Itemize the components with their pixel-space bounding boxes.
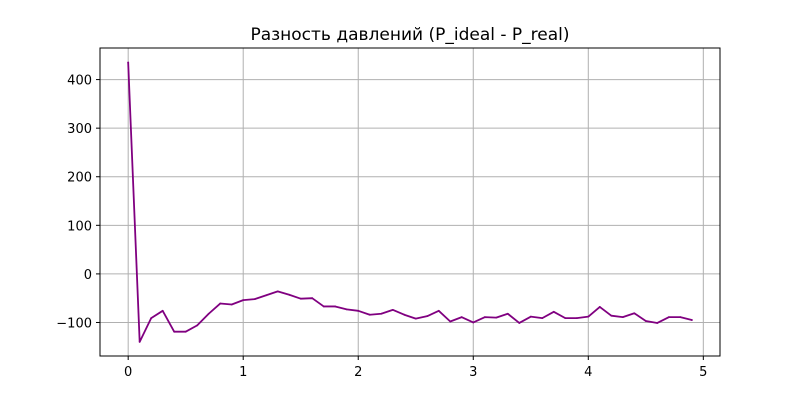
- data-point: [138, 341, 141, 343]
- data-point: [621, 316, 624, 319]
- data-point: [253, 298, 256, 301]
- x-tick-label: 3: [469, 365, 477, 380]
- data-point: [334, 305, 337, 308]
- data-point: [150, 317, 153, 320]
- y-tick-label: 400: [67, 74, 92, 89]
- data-point: [472, 321, 475, 324]
- data-point: [598, 306, 601, 308]
- y-tick-label: 0: [84, 268, 92, 283]
- x-tick-label: 0: [124, 365, 132, 380]
- data-point: [449, 320, 452, 323]
- x-tick-label: 5: [699, 365, 707, 380]
- x-axis: 0 1 2 3 4 5: [124, 356, 707, 380]
- y-tick-label: −100: [56, 316, 92, 331]
- data-point: [265, 294, 268, 297]
- data-point: [207, 312, 210, 315]
- y-tick-label: 100: [67, 219, 92, 234]
- plot-frame: [99, 47, 721, 357]
- data-point: [322, 305, 325, 308]
- data-point: [667, 316, 670, 319]
- data-point: [426, 315, 429, 318]
- y-tick-label: 300: [67, 122, 92, 137]
- data-point: [403, 313, 406, 316]
- series-line: [127, 61, 693, 343]
- chart-title: Разность давлений (P_ideal - P_real): [250, 25, 569, 45]
- data-point: [219, 302, 222, 305]
- data-point: [483, 316, 486, 319]
- data-point: [276, 290, 279, 293]
- data-point: [633, 312, 636, 315]
- data-point: [679, 316, 682, 319]
- data-point: [690, 319, 693, 321]
- data-point: [196, 324, 199, 327]
- x-tick-label: 4: [584, 365, 592, 380]
- data-point: [656, 322, 659, 324]
- data-point: [529, 315, 532, 318]
- data-point: [437, 309, 440, 312]
- data-point: [541, 317, 544, 320]
- y-axis: −100 0 100 200 300 400: [56, 74, 100, 331]
- data-point: [242, 299, 245, 302]
- data-point: [173, 330, 176, 333]
- x-tick-label: 1: [239, 365, 247, 380]
- data-point: [506, 312, 509, 315]
- y-tick-label: 200: [67, 171, 92, 186]
- data-point: [345, 308, 348, 311]
- data-point: [575, 317, 578, 320]
- data-point: [311, 297, 314, 300]
- data-point: [414, 317, 417, 320]
- data-point: [518, 322, 521, 324]
- data-point: [391, 308, 394, 311]
- data-point: [552, 310, 555, 313]
- data-point: [380, 312, 383, 315]
- x-tick-label: 2: [354, 365, 362, 380]
- data-point: [564, 317, 567, 320]
- data-point: [288, 293, 291, 296]
- series-layer: [127, 61, 693, 343]
- data-point: [357, 309, 360, 312]
- data-point: [161, 309, 164, 312]
- data-point: [230, 303, 233, 306]
- data-point: [644, 320, 647, 322]
- data-point: [495, 316, 498, 319]
- data-point: [587, 315, 590, 318]
- grid-lines: [100, 48, 720, 356]
- data-point: [610, 314, 613, 317]
- data-point: [460, 316, 463, 319]
- data-point: [368, 313, 371, 316]
- data-point: [299, 297, 302, 300]
- data-point: [184, 330, 187, 333]
- data-point: [127, 61, 130, 64]
